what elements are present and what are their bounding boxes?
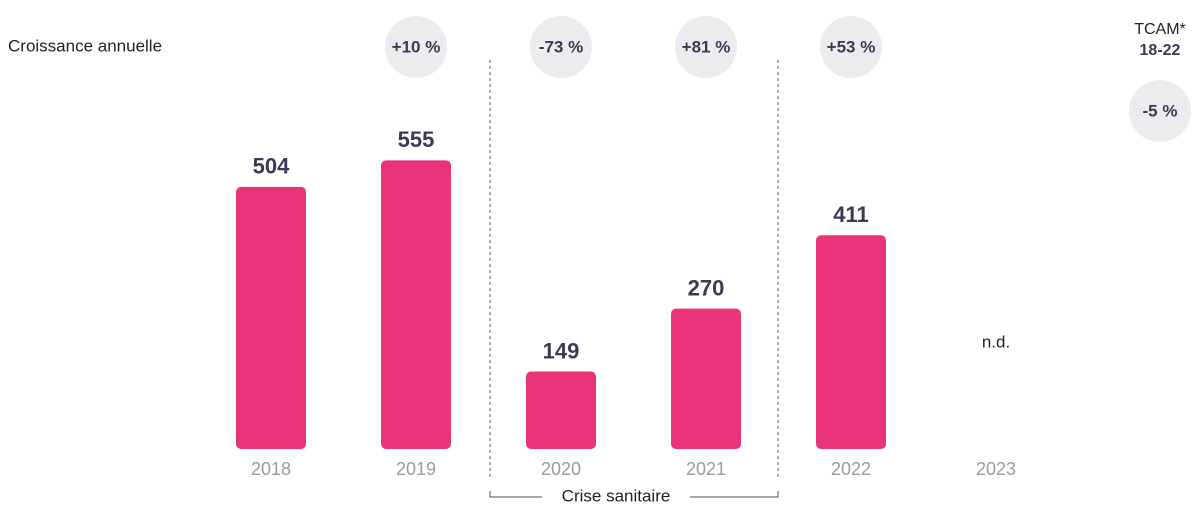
period-bracket <box>489 491 779 498</box>
x-tick-label: 2020 <box>541 459 581 479</box>
value-label: 555 <box>398 127 435 152</box>
cagr-value: -5 % <box>1143 101 1178 120</box>
value-label: 270 <box>688 275 725 300</box>
growth-badge <box>385 16 447 78</box>
growth-badge <box>820 16 882 78</box>
bar <box>526 371 596 449</box>
x-tick-label: 2018 <box>251 459 291 479</box>
x-tick-label: 2019 <box>396 459 436 479</box>
period-label: Crise sanitaire <box>562 486 671 505</box>
cagr-title: TCAM* <box>1134 21 1186 38</box>
growth-label: -73 % <box>539 37 583 56</box>
value-label: n.d. <box>982 332 1010 351</box>
cagr-badge <box>1129 80 1191 142</box>
x-tick-label: 2023 <box>976 459 1016 479</box>
x-tick-label: 2022 <box>831 459 871 479</box>
growth-label: +53 % <box>827 37 876 56</box>
growth-label: +10 % <box>392 37 441 56</box>
value-label: 411 <box>833 202 869 227</box>
growth-title: Croissance annuelle <box>8 36 162 55</box>
growth-badge <box>675 16 737 78</box>
cagr-period: 18-22 <box>1140 42 1181 59</box>
value-label: 149 <box>543 338 580 363</box>
bar <box>671 308 741 449</box>
x-tick-label: 2021 <box>686 459 726 479</box>
bar <box>816 235 886 449</box>
bar <box>381 160 451 449</box>
bar <box>236 186 306 450</box>
growth-badge <box>530 16 592 78</box>
growth-label: +81 % <box>682 37 731 56</box>
value-label: 504 <box>253 154 290 179</box>
